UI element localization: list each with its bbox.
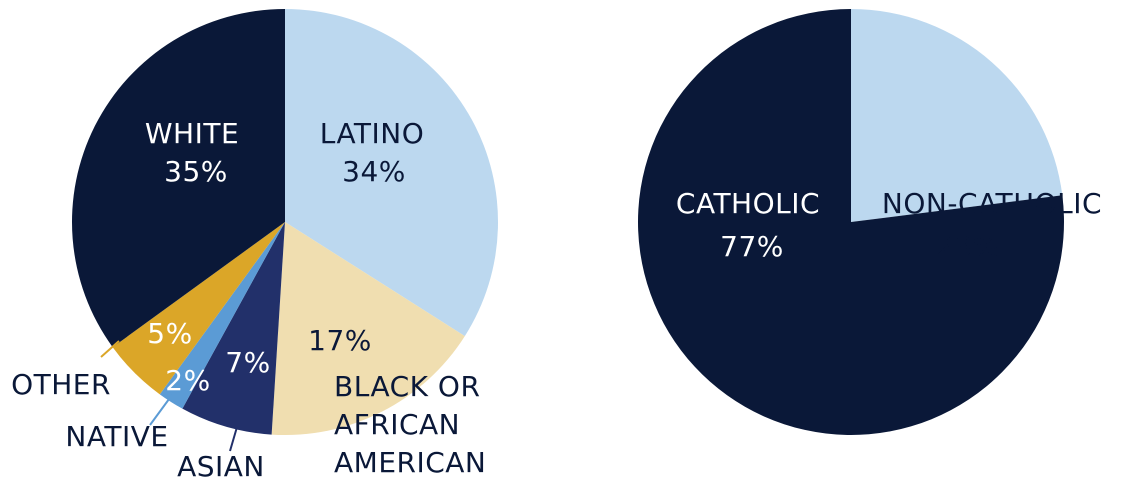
value-other: 5% (147, 317, 192, 350)
pie-slice-asian (182, 222, 285, 435)
value-native: 2% (165, 364, 210, 397)
value-white: 35% (164, 155, 228, 188)
value-latino: 34% (342, 155, 406, 188)
label-white: WHITE (145, 117, 239, 150)
pie-slice-non-catholic (851, 9, 1063, 222)
value-black: 17% (308, 324, 372, 357)
pie-slice-latino (285, 9, 498, 337)
value-non-catholic: 23% (936, 230, 1000, 263)
label-black-line-3: AMERICAN (334, 446, 486, 479)
pie-slice-catholic (638, 9, 1064, 435)
ethnicity-pie-chart (72, 9, 498, 435)
pie-slice-black-or-african-american (271, 222, 465, 435)
religion-pie-chart (638, 9, 1064, 435)
label-catholic: CATHOLIC (676, 187, 820, 220)
pie-slice-native (159, 222, 285, 409)
pie-slice-white (72, 9, 285, 348)
value-asian: 7% (225, 346, 270, 379)
leader-other (100, 340, 120, 358)
label-black-line-2: AFRICAN (334, 408, 460, 441)
label-latino: LATINO (320, 117, 425, 150)
pie-slice-other (112, 222, 285, 395)
label-other: OTHER (11, 368, 111, 401)
value-catholic: 77% (720, 230, 784, 263)
leader-native (149, 394, 173, 426)
label-native: NATIVE (65, 420, 168, 453)
label-non-catholic: NON-CATHOLIC (882, 187, 1102, 220)
callout-leader-lines (100, 340, 238, 452)
leader-asian (229, 426, 238, 452)
label-black-line-1: BLACK OR (334, 370, 480, 403)
label-asian: ASIAN (177, 450, 265, 483)
